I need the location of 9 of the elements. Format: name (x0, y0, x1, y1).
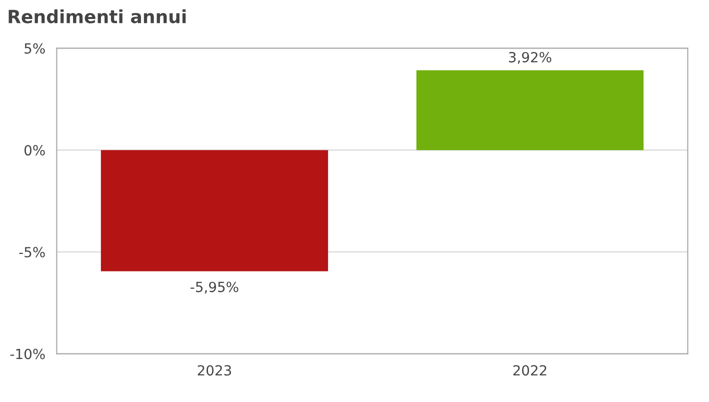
chart-title: Rendimenti annui (8, 9, 186, 24)
y-tick-label: 0% (24, 145, 45, 156)
y-tick-label: -5% (19, 246, 45, 258)
y-tick-label: 5% (24, 43, 45, 54)
y-tick-label: -10% (10, 348, 45, 360)
x-tick-label: 2022 (513, 365, 546, 376)
data-label: -5,95% (190, 282, 238, 294)
data-label: 3,92% (508, 52, 552, 64)
x-tick-label: 2023 (198, 365, 232, 376)
